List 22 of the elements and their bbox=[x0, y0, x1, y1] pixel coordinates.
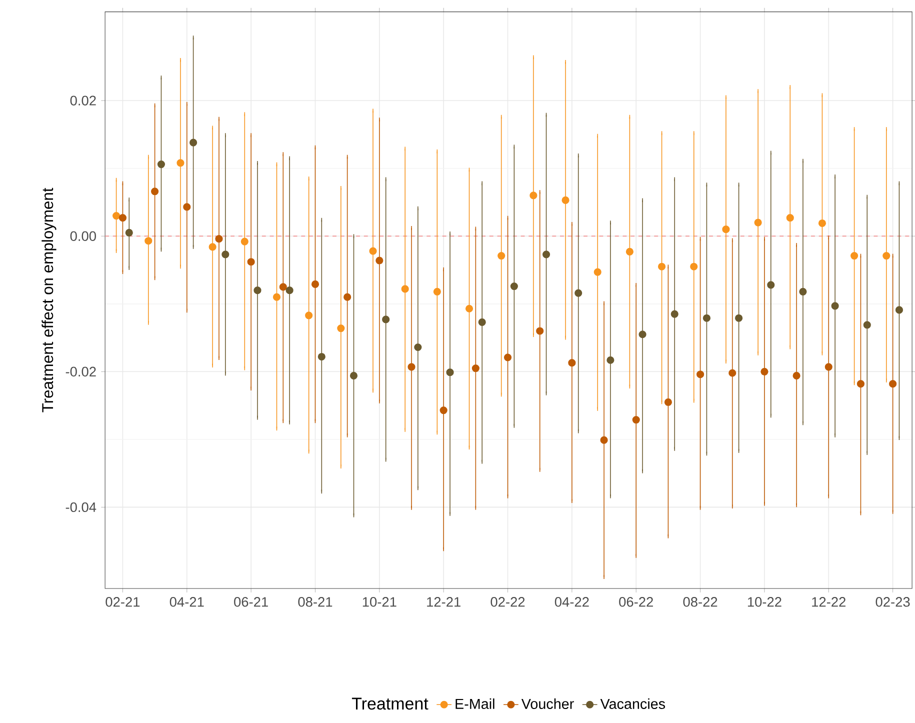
x-tick-label: 12-22 bbox=[812, 596, 846, 606]
y-tick-label: 0.00 bbox=[70, 231, 96, 241]
y-tick-label: 0.02 bbox=[70, 96, 96, 106]
x-tick-label: 08-21 bbox=[298, 596, 332, 607]
x-tick-label: 10-22 bbox=[748, 596, 782, 607]
x-tick-label: 04-22 bbox=[554, 596, 589, 607]
legend-label: Voucher bbox=[521, 698, 574, 709]
x-tick-label: 02-23 bbox=[876, 596, 910, 607]
y-tick-label: -0.04 bbox=[66, 502, 96, 512]
legend-label: E-Mail bbox=[456, 698, 494, 709]
x-tick-label: 06-22 bbox=[619, 596, 653, 607]
y-axis-title: Treatment effect on employment bbox=[42, 188, 56, 412]
x-tick-label: 10-21 bbox=[362, 596, 396, 607]
x-tick-label: 12-21 bbox=[427, 596, 460, 606]
legend-label: Vacancies bbox=[600, 698, 666, 709]
y-tick-label: -0.02 bbox=[66, 366, 96, 376]
x-tick-label: 06-21 bbox=[234, 596, 268, 607]
x-tick-label: 08-22 bbox=[683, 596, 718, 607]
legend-title: Treatment bbox=[352, 698, 428, 710]
x-tick-label: 02-22 bbox=[490, 596, 525, 607]
x-tick-label: 04-21 bbox=[170, 596, 204, 607]
x-tick-label: 02-21 bbox=[106, 596, 140, 607]
